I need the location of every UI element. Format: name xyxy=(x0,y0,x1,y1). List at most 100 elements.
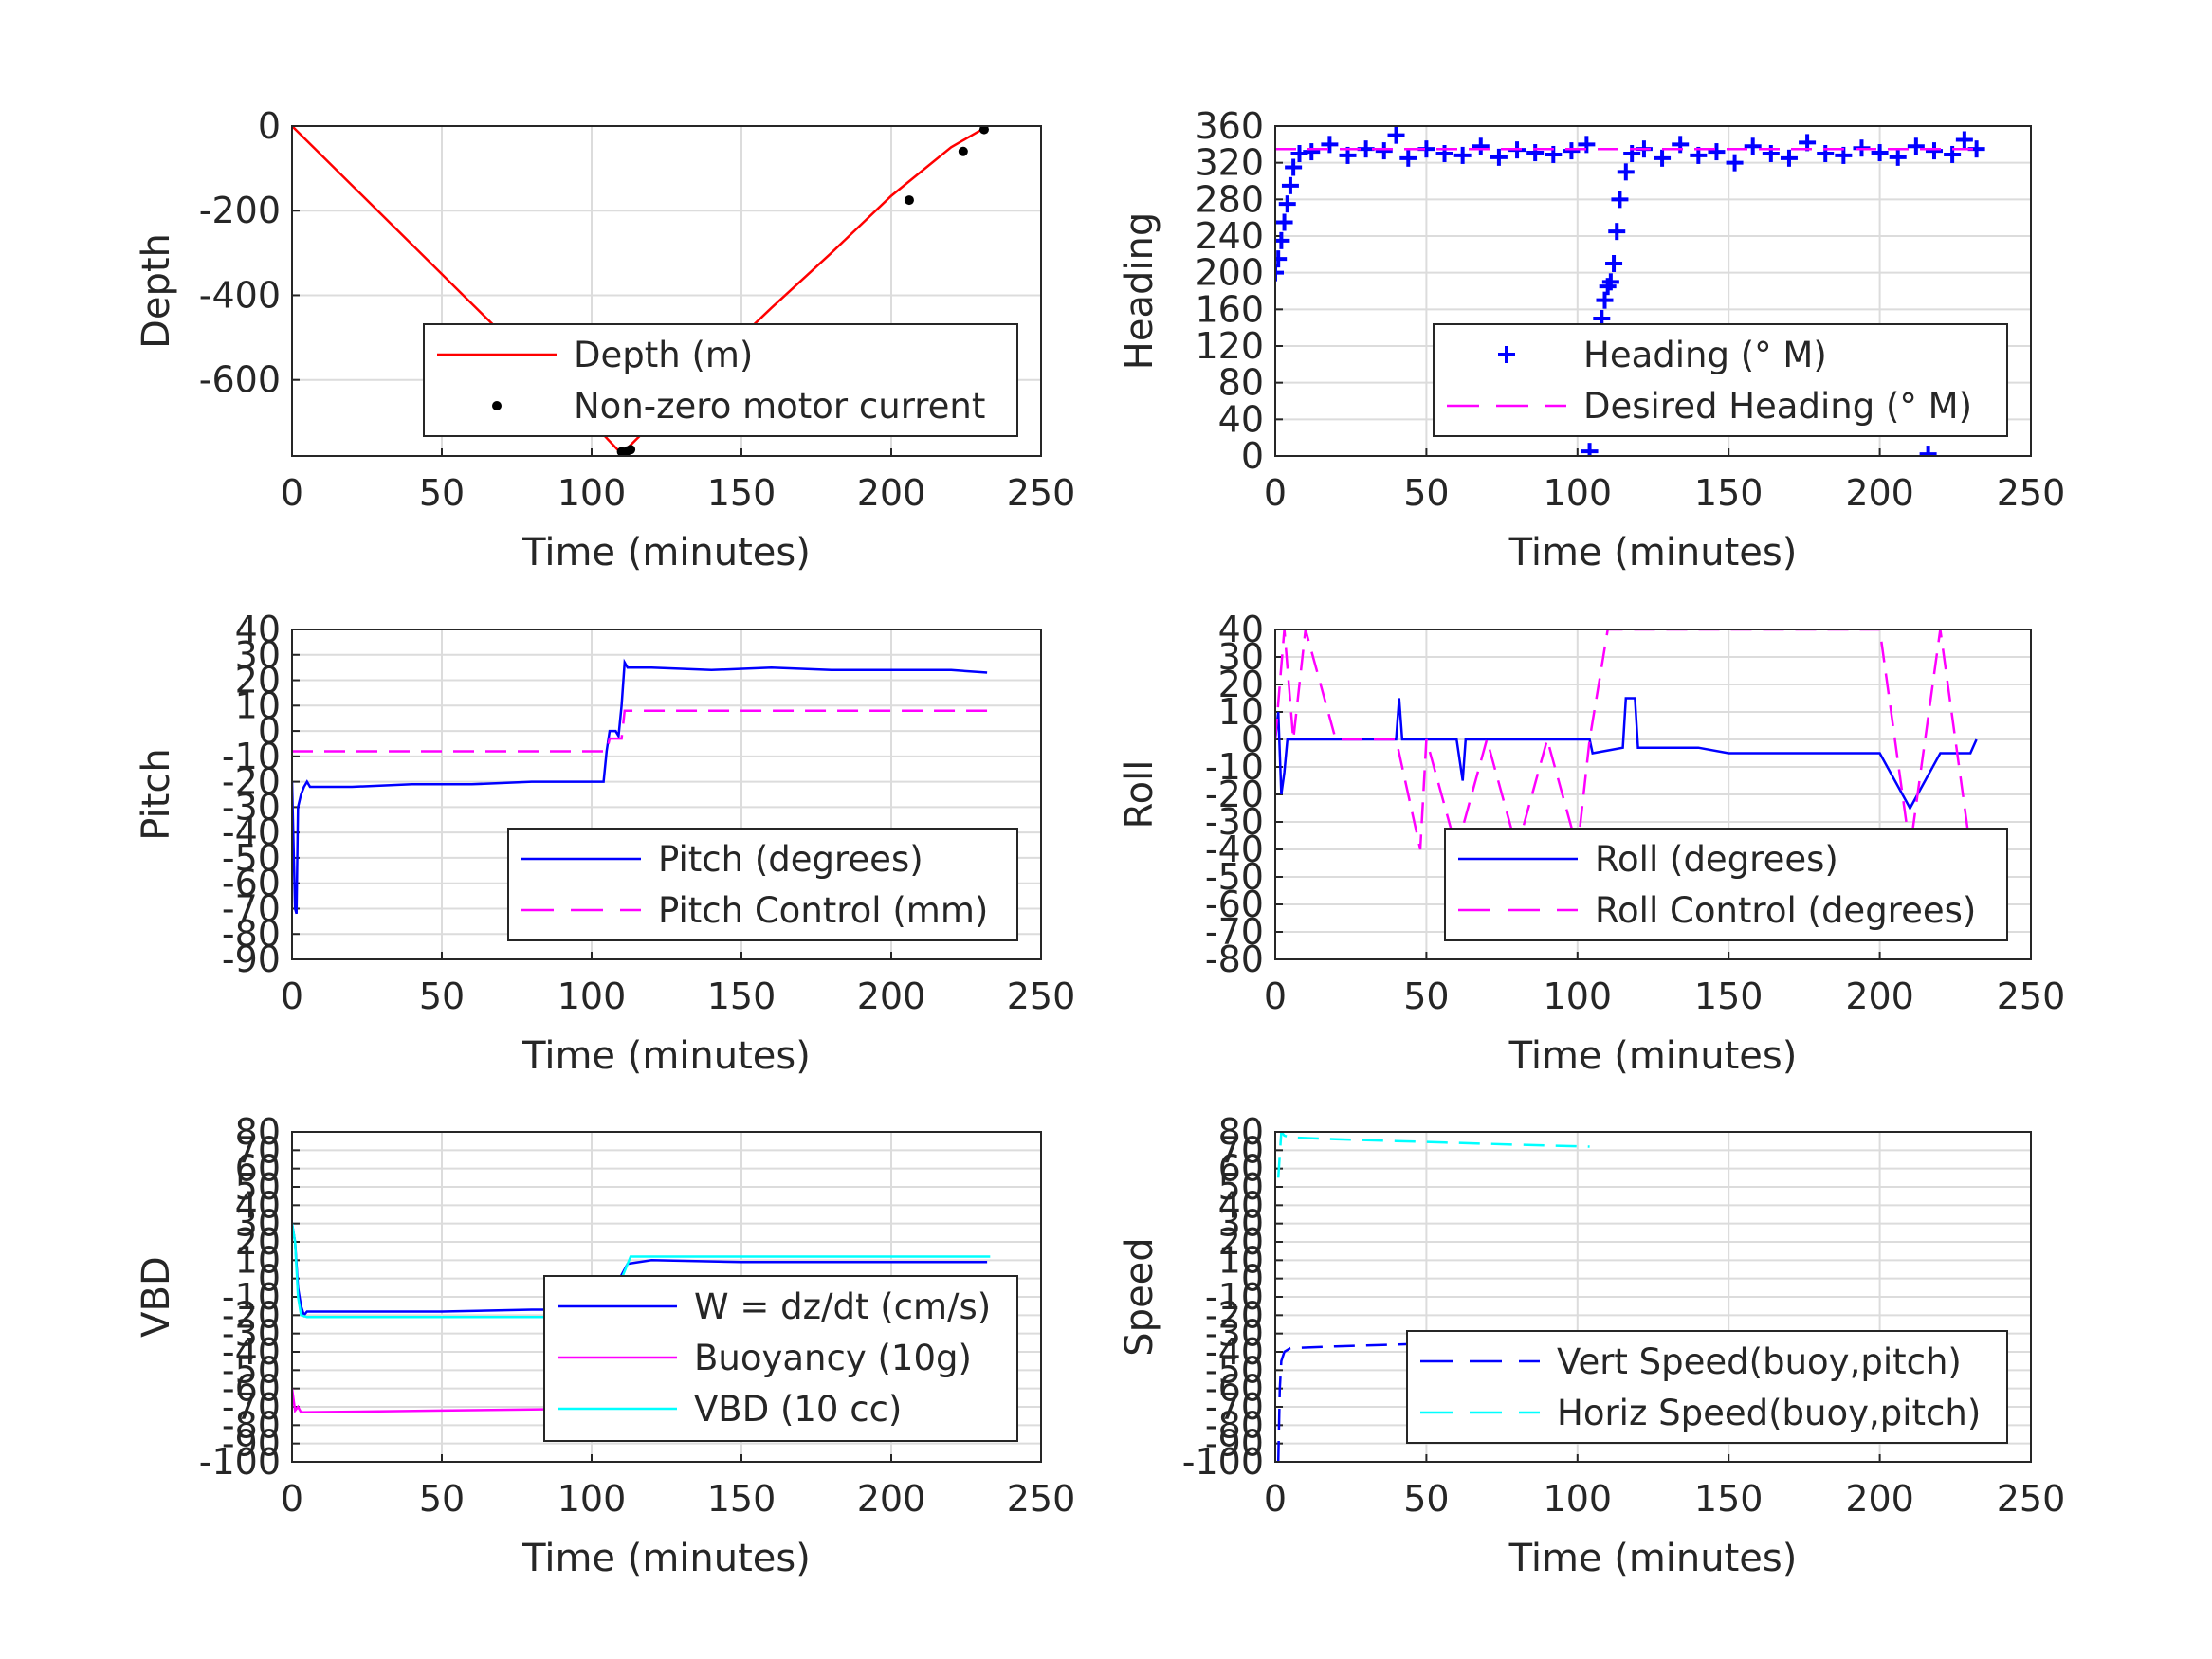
legend-swatch xyxy=(1498,346,1515,363)
series-line-1 xyxy=(1275,629,1972,854)
y-tick-label: -40 xyxy=(222,811,281,853)
data-point xyxy=(1605,255,1623,272)
x-tick-label: 200 xyxy=(857,472,926,514)
legend-label: Pitch (degrees) xyxy=(658,839,923,880)
y-tick-label: -20 xyxy=(1205,774,1264,815)
axes-frame xyxy=(291,629,1042,960)
y-tick-label: 40 xyxy=(1218,609,1264,650)
y-tick-label: 280 xyxy=(1195,178,1264,220)
legend-label: W = dz/dt (cm/s) xyxy=(694,1286,991,1327)
y-tick-label: 10 xyxy=(235,684,281,726)
y-tick-label: -90 xyxy=(1205,1423,1264,1465)
x-tick-label: 200 xyxy=(1845,1478,1914,1520)
x-tick-label: 0 xyxy=(281,472,303,514)
y-tick-label: 60 xyxy=(1218,1148,1264,1190)
x-tick-label: 0 xyxy=(1264,1478,1287,1520)
y-tick-label: 50 xyxy=(1218,1166,1264,1208)
y-tick-label: 10 xyxy=(235,1239,281,1281)
y-tick-label: -30 xyxy=(222,786,281,828)
data-point xyxy=(1375,142,1393,160)
x-axis-label: Time (minutes) xyxy=(1508,1034,1798,1078)
legend-label: Pitch Control (mm) xyxy=(658,890,988,931)
x-tick-label: 0 xyxy=(281,1478,303,1520)
data-point xyxy=(1871,144,1889,162)
y-axis-label: Speed xyxy=(1118,1237,1161,1356)
legend-label: VBD (10 cc) xyxy=(694,1389,902,1430)
x-tick-label: 100 xyxy=(558,975,627,1017)
x-tick-label: 150 xyxy=(1694,975,1764,1017)
y-tick-label: -50 xyxy=(1205,1349,1264,1391)
data-point xyxy=(1563,142,1581,160)
data-point xyxy=(1321,136,1339,154)
y-tick-label: 30 xyxy=(235,634,281,676)
y-tick-label: 70 xyxy=(1218,1129,1264,1171)
y-tick-label: -10 xyxy=(1205,746,1264,788)
y-tick-label: -20 xyxy=(222,1294,281,1336)
data-point xyxy=(1611,191,1629,209)
data-point xyxy=(1275,213,1293,231)
data-point xyxy=(1275,250,1288,268)
data-point xyxy=(1453,146,1472,164)
data-point xyxy=(1601,273,1619,291)
axes-frame xyxy=(291,125,1042,457)
y-tick-label: 320 xyxy=(1195,142,1264,184)
x-tick-label: 250 xyxy=(1007,975,1076,1017)
y-tick-label: 0 xyxy=(258,105,281,147)
series-line-1 xyxy=(292,1388,601,1414)
data-point xyxy=(1780,149,1798,167)
series-line-1 xyxy=(292,709,988,753)
data-point xyxy=(1275,264,1284,282)
y-tick-label: -60 xyxy=(1205,1368,1264,1410)
y-tick-label: 30 xyxy=(1218,636,1264,678)
y-tick-label: 40 xyxy=(1218,1184,1264,1226)
y-axis-label: Roll xyxy=(1118,760,1161,830)
series-line-0 xyxy=(1276,1340,1590,1462)
y-tick-label: 10 xyxy=(1218,1239,1264,1281)
x-tick-label: 0 xyxy=(1264,975,1287,1017)
data-point xyxy=(1608,223,1626,241)
y-tick-label: -50 xyxy=(222,1349,281,1391)
data-point xyxy=(1925,142,1943,160)
x-tick-label: 250 xyxy=(1997,975,2066,1017)
x-tick-label: 250 xyxy=(1997,472,2066,514)
y-tick-label: -70 xyxy=(222,887,281,929)
legend-label: Horiz Speed(buoy,pitch) xyxy=(1557,1393,1981,1433)
chart-panel-5: 0 50 100 150 200 250-100-90-80-70-60-50-40-30… xyxy=(1118,1111,2065,1580)
legend-label: Vert Speed(buoy,pitch) xyxy=(1557,1341,1962,1382)
y-tick-label: -20 xyxy=(1205,1294,1264,1336)
y-tick-label: 20 xyxy=(235,660,281,702)
y-tick-label: 20 xyxy=(1218,664,1264,705)
plot-area xyxy=(1275,629,1978,854)
y-tick-label: 20 xyxy=(1218,1221,1264,1263)
x-axis-label: Time (minutes) xyxy=(1508,1537,1798,1580)
plot-area xyxy=(1276,1132,1590,1462)
y-axis-label: Heading xyxy=(1118,212,1161,370)
x-tick-label: 250 xyxy=(1997,1478,2066,1520)
y-tick-label: 0 xyxy=(1241,719,1264,760)
y-tick-label: -80 xyxy=(1205,939,1264,980)
y-tick-label: 80 xyxy=(1218,362,1264,404)
y-axis-label: VBD xyxy=(135,1256,178,1338)
x-tick-label: 0 xyxy=(1264,472,1287,514)
x-tick-label: 200 xyxy=(857,975,926,1017)
x-tick-label: 100 xyxy=(1544,975,1613,1017)
data-point xyxy=(1889,148,1907,166)
y-tick-label: -200 xyxy=(199,190,281,231)
y-tick-label: 0 xyxy=(258,1258,281,1300)
x-axis-label: Time (minutes) xyxy=(1508,531,1798,574)
y-tick-label: 20 xyxy=(235,1221,281,1263)
plot-area xyxy=(292,126,989,456)
axes-frame xyxy=(1274,125,2032,457)
y-tick-label: -30 xyxy=(1205,1313,1264,1355)
chart-panel-2: 0 50 100 150 200 250-90-80-70-60-50-40-30-20-… xyxy=(135,609,1075,1078)
legend: Heading (° M) Desired Heading (° M) xyxy=(1433,323,2008,437)
chart-panel-4: 0 50 100 150 200 250-100-90-80-70-60-50-40-30… xyxy=(135,1111,1075,1580)
y-tick-label: -60 xyxy=(222,1368,281,1410)
legend-label: Non-zero motor current xyxy=(574,386,985,427)
x-tick-label: 50 xyxy=(1403,975,1449,1017)
x-tick-label: 100 xyxy=(558,472,627,514)
data-point xyxy=(1435,145,1453,162)
x-axis-label: Time (minutes) xyxy=(521,1034,811,1078)
x-tick-label: 100 xyxy=(1544,1478,1613,1520)
